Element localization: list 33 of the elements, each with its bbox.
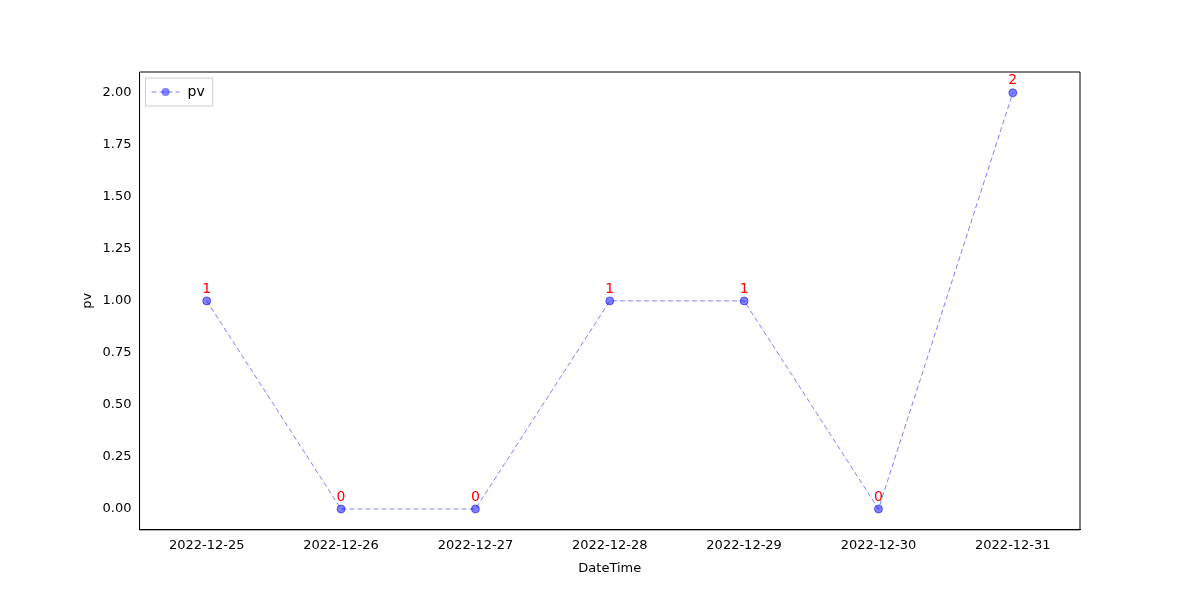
y-axis-title: pv — [79, 292, 95, 309]
point — [1008, 88, 1018, 98]
y-tick-label: 1.00 — [102, 292, 132, 308]
point — [336, 504, 346, 514]
data-label: 1 — [202, 279, 212, 296]
x-tick-label: 2022-12-28 — [571, 536, 648, 552]
y-tick-label: 1.75 — [102, 136, 132, 152]
data-label: 1 — [605, 279, 615, 296]
x-tick-label: 2022-12-26 — [303, 536, 379, 552]
point — [470, 504, 480, 514]
point — [202, 296, 212, 306]
y-tick-label: 0.00 — [102, 500, 132, 516]
y-tick-label: 0.25 — [102, 448, 132, 464]
data-label: 0 — [470, 487, 480, 504]
data-label: 2 — [1008, 71, 1018, 88]
data-label: 0 — [874, 487, 883, 504]
y-tick-label: 1.50 — [102, 188, 132, 204]
x-tick-label: 2022-12-31 — [975, 536, 1051, 552]
y-tick-label: 1.25 — [102, 240, 132, 256]
x-tick-label: 2022-12-27 — [437, 536, 514, 552]
y-tick-label: 0.75 — [102, 344, 132, 360]
legend-label: pv — [187, 82, 205, 99]
x-tick-label: 2022-12-29 — [706, 536, 782, 552]
x-axis-title: DateTime — [578, 559, 642, 575]
y-tick-label: 0.50 — [102, 396, 132, 412]
data-label: 1 — [739, 279, 749, 296]
point — [739, 296, 749, 306]
x-tick-label: 2022-12-30 — [840, 536, 917, 552]
point — [873, 504, 883, 514]
y-tick-label: 2.00 — [102, 84, 132, 100]
point — [605, 296, 615, 306]
data-label: 0 — [336, 487, 346, 504]
x-tick-label: 2022-12-25 — [168, 536, 245, 552]
